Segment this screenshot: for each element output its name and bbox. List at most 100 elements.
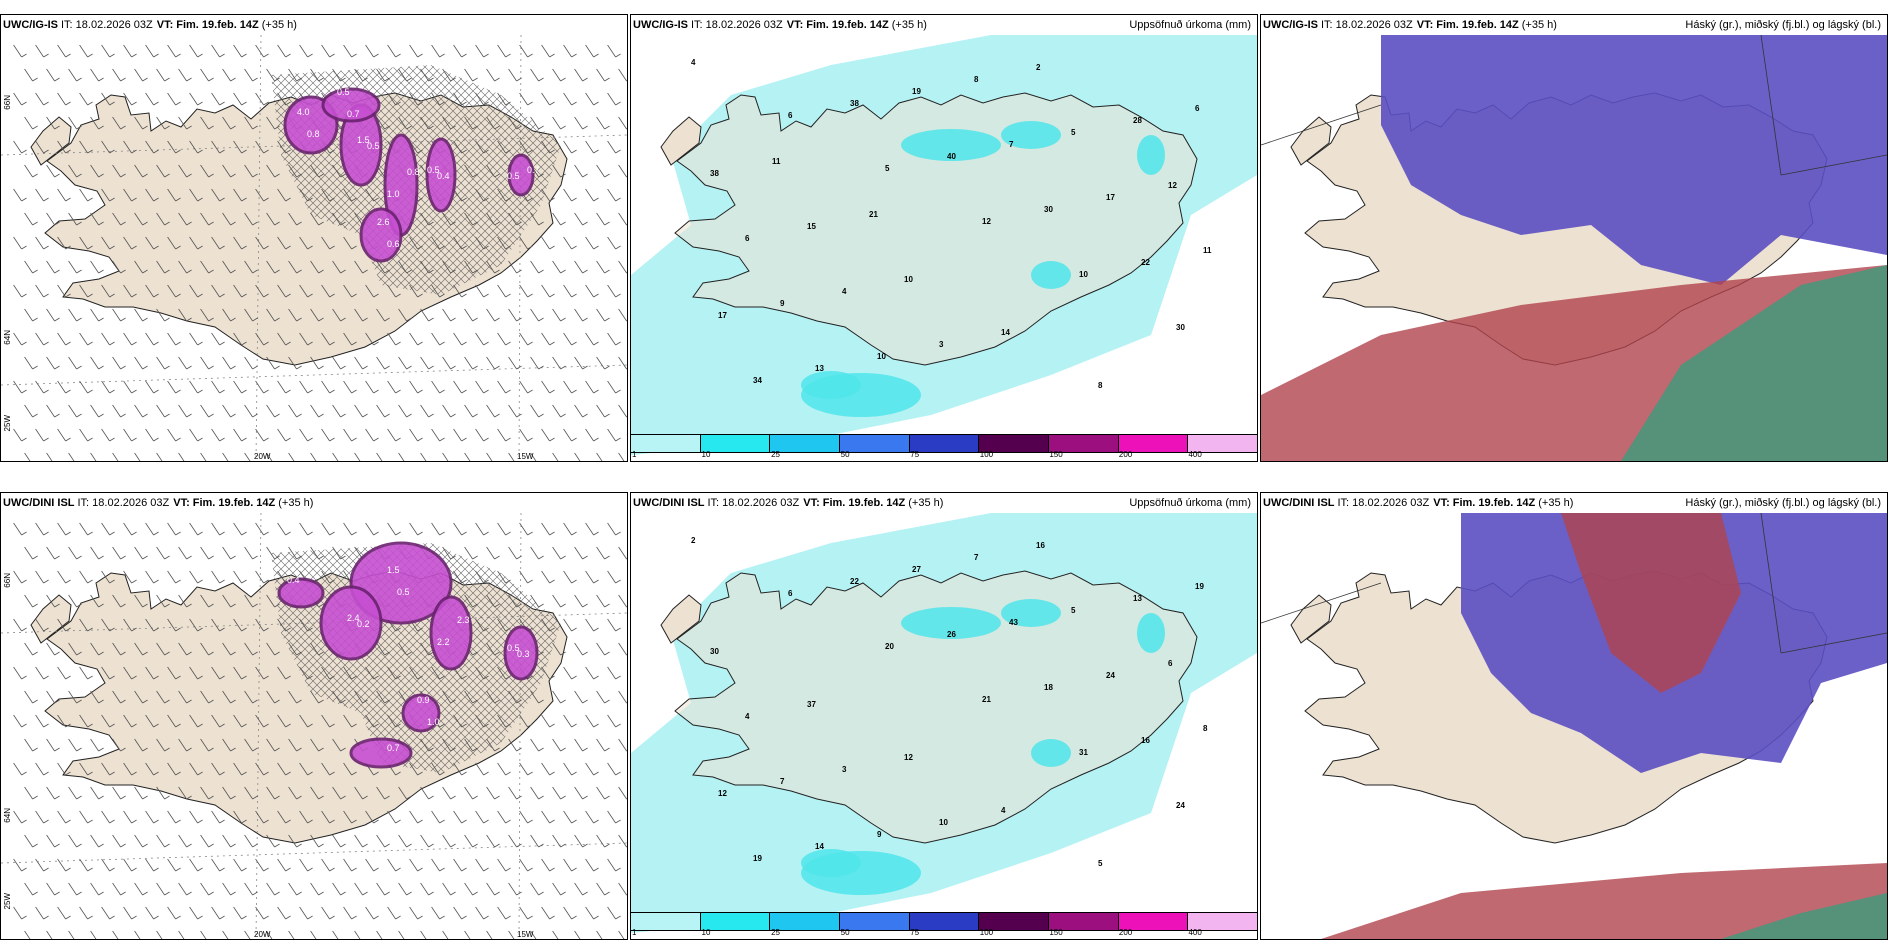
field-title: Háský (gr.), miðský (fj.bl.) og lágský (… [1685,19,1881,31]
map-area: 1.5 2.4 2.3 0.5 0.9 0.7 0.4 0.5 0.2 2.2 0.3 1.0 [1,513,627,939]
snow-value-label: 0.5 [507,643,520,653]
panel-title: UWC/DINI ISL IT: 18.02.2026 03Z VT: Fim.… [1263,495,1885,511]
panel-dini-precip: UWC/DINI ISL IT: 18.02.2026 03Z VT: Fim.… [630,492,1258,940]
precip-value-label: 3 [939,340,944,349]
precip-value-label: 7 [974,553,979,562]
snow-value-label: 0.5 [507,171,520,181]
colorbar-tick-label: 75 [910,928,920,937]
valid-time: Fim. 19.feb. 14Z [822,497,906,509]
snow-value-label: 0.7 [347,109,360,119]
snow-value-label: 0.2 [357,619,370,629]
valid-time-label: VT: [1416,19,1434,31]
panel-igis-precip: UWC/IG-IS IT: 18.02.2026 03Z VT: Fim. 19… [630,14,1258,462]
model-name: UWC/IG-IS [633,19,688,31]
precip-area [801,371,861,399]
init-time: IT: 18.02.2026 03Z [1321,19,1413,31]
snow-value-label: 0.5 [397,587,410,597]
grid-label-66n: 66N [3,573,12,588]
grid-label-20w: 20W [254,452,271,461]
colorbar-ticks: 1 10 25 50 75 100 150 200 400 [631,451,1257,461]
colorbar-tick-label: 25 [771,928,781,937]
colorbar-tick-label: 75 [910,450,920,459]
precip-value-label: 6 [1195,104,1200,113]
panel-dini-cloud: UWC/DINI ISL IT: 18.02.2026 03Z VT: Fim.… [1260,492,1888,940]
precip-value-label: 12 [1168,181,1177,190]
precip-value-label: 20 [885,642,894,651]
map-area [1261,513,1887,939]
map-svg: 4651210303438403022171319717119108512643… [631,35,1257,461]
snow-area [277,577,325,609]
snow-value-label: 0.4 [287,575,300,585]
snow-value-label: 0.8 [307,129,320,139]
model-name: UWC/DINI ISL [1263,497,1335,509]
colorbar-segment [700,435,771,452]
map-svg [1261,513,1887,939]
grid-label-15w: 15W [517,930,534,939]
precip-value-label: 19 [912,87,921,96]
valid-time: Fim. 19.feb. 14Z [806,19,889,31]
precip-value-label: 8 [1098,381,1103,390]
precip-value-label: 38 [850,99,859,108]
precip-area [1001,599,1061,627]
colorbar [631,912,1257,931]
precip-value-label: 5 [885,164,890,173]
panel-igis-snow: UWC/IG-IS IT: 18.02.2026 03Z VT: Fim. 19… [0,14,628,462]
map-svg: 4.0 1.5 0.8 0.5 2.6 0.7 0.5 0.8 0.5 1.0 0.4 0.6 0.5 0… [1,35,627,461]
colorbar-segment [1188,913,1257,930]
precip-value-label: 27 [912,565,921,574]
snow-value-label: 0.6 [387,239,400,249]
grid-label-64n: 64N [3,330,12,345]
field-title: Uppsöfnuð úrkoma (mm) [1129,19,1251,31]
map-svg [1261,35,1887,461]
valid-time: Fim. 19.feb. 14Z [1452,497,1536,509]
colorbar-segment [1118,913,1189,930]
precip-value-label: 30 [710,647,719,656]
snow-area [429,595,473,671]
iceland-landmass [674,570,1198,844]
precip-value-label: 21 [982,695,991,704]
colorbar-tick-label: 1 [632,450,637,459]
grid-label-20w: 20W [254,930,271,939]
colorbar-segment [840,435,910,452]
snow-area [425,137,457,213]
precip-area [1031,261,1071,289]
snow-value-label: 0.7 [387,743,400,753]
precip-value-label: 5 [1098,859,1103,868]
precip-value-label: 6 [788,589,793,598]
panel-title: UWC/IG-IS IT: 18.02.2026 03Z VT: Fim. 19… [3,17,625,33]
panel-title: UWC/IG-IS IT: 18.02.2026 03Z VT: Fim. 19… [633,17,1255,33]
precip-area [1137,135,1165,175]
low-cloud-area [1721,893,1887,939]
map-area: 4 6 5 12 10 30 34 38 40 30 22 17 13 19 7 17 11 9 10 8 5 12 6 4 3… [631,35,1257,461]
panel-title: UWC/DINI ISL IT: 18.02.2026 03Z VT: Fim.… [3,495,625,511]
colorbar-segment [909,435,980,452]
precip-value-label: 14 [815,842,824,851]
precip-value-label: 4 [691,58,696,67]
snow-area [503,625,539,681]
snow-value-label: 2.3 [457,615,470,625]
panel-title: UWC/DINI ISL IT: 18.02.2026 03Z VT: Fim.… [633,495,1255,511]
precip-value-label: 12 [718,789,727,798]
colorbar-tick-label: 50 [840,928,850,937]
precip-value-label: 2 [1036,63,1041,72]
precip-value-label: 11 [1203,246,1212,255]
precip-value-label: 30 [1044,205,1053,214]
valid-time-label: VT: [1433,497,1450,509]
snow-value-label: 0.5 [427,165,440,175]
valid-time-label: VT: [803,497,820,509]
precip-value-label: 31 [1079,748,1088,757]
colorbar-tick-label: 25 [771,450,781,459]
precip-value-label: 7 [780,777,785,786]
precip-value-label: 3 [842,765,847,774]
colorbar-segment [979,435,1050,452]
colorbar-tick-label: 1 [632,928,637,937]
precip-value-label: 4 [1001,806,1006,815]
iceland-landmass [674,92,1198,366]
colorbar-segment [1049,435,1119,452]
snow-value-label: 0.8 [407,167,420,177]
colorbar-segment [840,913,910,930]
map-area [1261,35,1887,461]
precip-value-label: 21 [869,210,878,219]
precip-value-label: 6 [788,111,793,120]
precip-area [1001,121,1061,149]
